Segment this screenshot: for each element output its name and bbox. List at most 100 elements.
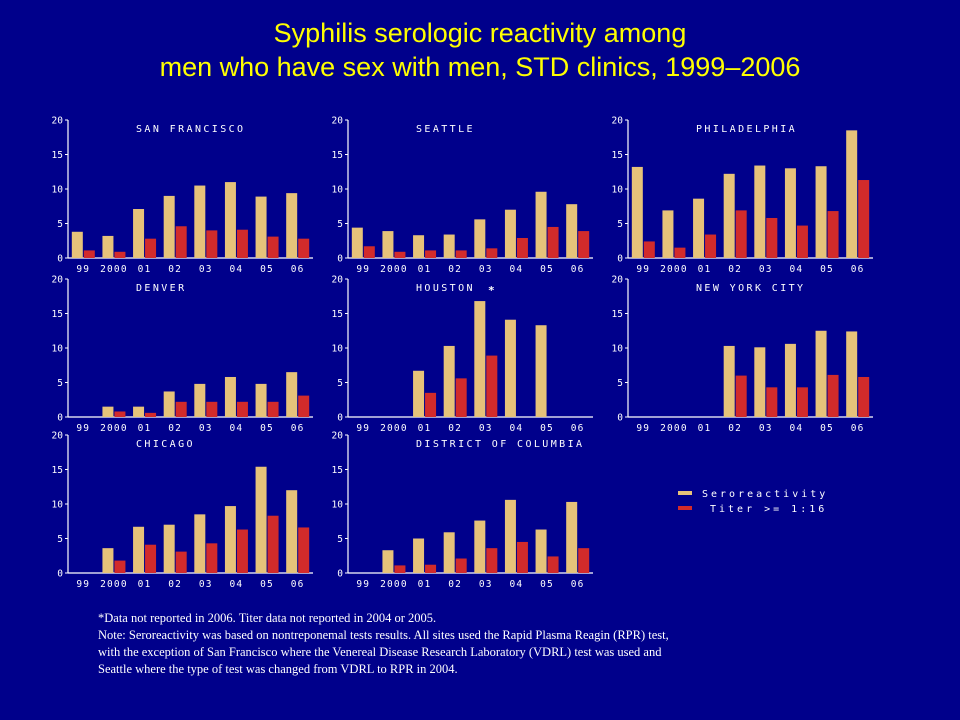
x-tick-label: 04 — [510, 579, 524, 590]
legend-label: Seroreactivity — [702, 489, 828, 500]
panel-title: SAN FRANCISCO — [136, 124, 245, 135]
bar-titer-06 — [578, 548, 590, 573]
bar-titer-03 — [766, 217, 778, 258]
x-tick-label: 99 — [76, 579, 90, 590]
bar-seroreactivity-02 — [723, 173, 735, 258]
bar-seroreactivity-06 — [286, 490, 298, 573]
bar-titer-01 — [705, 234, 717, 258]
bar-titer-02 — [455, 558, 467, 573]
panel-title: HOUSTON — [416, 283, 475, 294]
bar-titer-05 — [827, 211, 839, 258]
x-tick-label: 04 — [510, 423, 524, 434]
x-tick-label: 01 — [138, 423, 152, 434]
x-tick-label: 01 — [138, 579, 152, 590]
x-tick-label: 03 — [479, 264, 493, 275]
bar-seroreactivity-04 — [504, 499, 516, 573]
bar-seroreactivity-06 — [566, 204, 578, 258]
x-tick-label: 06 — [571, 264, 585, 275]
x-tick-label: 05 — [260, 423, 274, 434]
legend: Seroreactivity Titer >= 1:16 — [678, 489, 828, 515]
x-tick-label: 05 — [540, 579, 554, 590]
bar-titer-06 — [298, 395, 310, 417]
footnote-test-note-2: with the exception of San Francisco wher… — [98, 645, 662, 659]
x-tick-label: 99 — [636, 264, 650, 275]
y-tick-label: 5 — [337, 534, 343, 545]
y-tick-label: 5 — [617, 378, 623, 389]
y-tick-label: 20 — [332, 275, 344, 286]
panel-title: NEW YORK CITY — [696, 283, 805, 294]
y-tick-label: 5 — [337, 219, 343, 230]
bar-seroreactivity-02 — [443, 234, 455, 258]
x-tick-label: 04 — [230, 264, 244, 275]
bar-seroreactivity-04 — [504, 209, 516, 258]
title-line-1: Syphilis serologic reactivity among — [273, 18, 687, 48]
bar-seroreactivity-2000 — [382, 231, 394, 258]
bar-titer-02 — [175, 551, 187, 573]
bar-titer-04 — [796, 225, 808, 258]
bar-titer-01 — [145, 412, 157, 417]
bar-seroreactivity-01 — [413, 370, 425, 417]
legend-swatch — [678, 491, 692, 495]
x-tick-label: 03 — [479, 423, 493, 434]
bar-seroreactivity-01 — [133, 209, 145, 258]
bar-titer-2000 — [114, 411, 126, 417]
bar-titer-03 — [206, 543, 218, 573]
bar-titer-06 — [858, 180, 870, 258]
x-tick-label: 06 — [851, 423, 865, 434]
x-tick-label: 05 — [260, 264, 274, 275]
bar-seroreactivity-03 — [194, 383, 206, 417]
bar-titer-03 — [206, 401, 218, 417]
x-tick-label: 03 — [199, 264, 213, 275]
bar-titer-2000 — [394, 251, 406, 258]
x-tick-label: 04 — [510, 264, 524, 275]
y-tick-label: 20 — [332, 431, 344, 442]
bar-titer-06 — [298, 238, 310, 258]
legend-swatch — [678, 506, 692, 510]
bar-titer-04 — [236, 529, 248, 573]
bar-seroreactivity-02 — [163, 195, 175, 258]
bar-seroreactivity-2000 — [102, 235, 114, 258]
y-tick-label: 15 — [52, 309, 63, 320]
bar-seroreactivity-99 — [71, 231, 83, 258]
x-tick-label: 01 — [418, 423, 432, 434]
x-tick-label: 01 — [698, 264, 712, 275]
y-tick-label: 15 — [332, 465, 343, 476]
y-tick-label: 10 — [52, 500, 64, 511]
y-tick-label: 15 — [332, 309, 343, 320]
x-tick-label: 05 — [540, 264, 554, 275]
x-tick-label: 01 — [418, 264, 432, 275]
x-tick-label: 04 — [790, 423, 804, 434]
y-tick-label: 5 — [617, 219, 623, 230]
x-tick-label: 06 — [291, 579, 305, 590]
x-tick-label: 06 — [571, 423, 585, 434]
bar-seroreactivity-03 — [754, 347, 766, 417]
x-tick-label: 02 — [168, 423, 182, 434]
y-tick-label: 0 — [57, 413, 63, 424]
footnote-test-note-3: Seattle where the type of test was chang… — [98, 662, 458, 676]
panel-title: DENVER — [136, 283, 187, 294]
y-tick-label: 10 — [332, 185, 344, 196]
bar-seroreactivity-02 — [163, 391, 175, 417]
footnotes: *Data not reported in 2006. Titer data n… — [98, 610, 898, 678]
bar-titer-99 — [643, 241, 655, 258]
bar-titer-99 — [363, 246, 375, 258]
bar-seroreactivity-01 — [693, 198, 705, 258]
x-tick-label: 06 — [291, 264, 305, 275]
y-tick-label: 10 — [612, 185, 624, 196]
bar-titer-99 — [83, 250, 95, 258]
bar-seroreactivity-04 — [784, 168, 796, 258]
y-tick-label: 15 — [332, 150, 343, 161]
bar-seroreactivity-05 — [535, 529, 547, 573]
y-tick-label: 10 — [52, 185, 64, 196]
y-tick-label: 15 — [52, 150, 63, 161]
bar-seroreactivity-2000 — [102, 406, 114, 417]
y-tick-label: 5 — [57, 378, 63, 389]
y-tick-label: 10 — [612, 344, 624, 355]
legend-label: Titer >= 1:16 — [710, 504, 827, 515]
bar-seroreactivity-04 — [224, 506, 236, 573]
bar-titer-03 — [486, 355, 498, 417]
